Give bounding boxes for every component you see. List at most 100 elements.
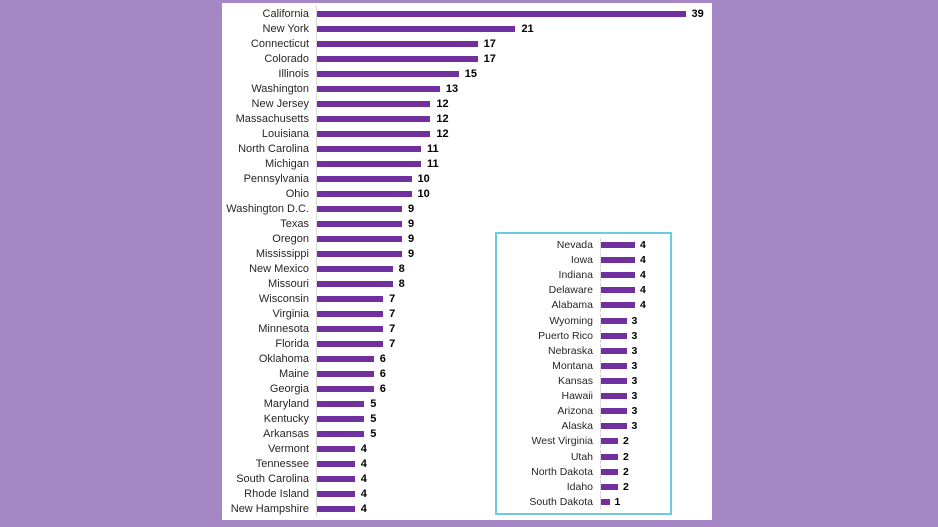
category-label: Alaska (561, 420, 593, 433)
bar-area: 7 (316, 306, 712, 322)
bar-row: Colorado 17 (222, 51, 712, 67)
bar-row: North Dakota 2 (497, 464, 670, 479)
bar-row: Idaho 2 (497, 479, 670, 494)
bar (317, 55, 478, 62)
bar (601, 483, 618, 490)
category-label: Virginia (272, 307, 310, 320)
chart-panel: California 39 New York 21 Connecticut 17 Color… (222, 3, 712, 520)
bar-area: 9 (316, 201, 712, 217)
bar (601, 362, 627, 369)
bar-row: Indiana 4 (497, 268, 670, 283)
bar-row: New Mexico 8 (222, 261, 712, 277)
bar (317, 340, 384, 347)
bar (317, 70, 459, 77)
bar-area: 5 (316, 426, 712, 442)
category-label: Louisiana (261, 127, 309, 140)
bar-area: 4 (316, 471, 712, 487)
bar (601, 438, 618, 445)
category-label: North Carolina (238, 142, 309, 155)
value-label: 4 (640, 299, 646, 312)
bar-row: Rhode Island 4 (222, 486, 712, 502)
bar-row: Maine 6 (222, 366, 712, 382)
bar-row: South Dakota 1 (497, 494, 670, 509)
bar-row: Pennsylvania 10 (222, 171, 712, 187)
bar (317, 385, 374, 392)
bar-area: 39 (316, 6, 712, 21)
category-label: California (262, 7, 309, 20)
bar-row: Washington D.C. 9 (222, 201, 712, 217)
bar-row: Ohio 10 (222, 186, 712, 202)
bar-area: 17 (316, 36, 712, 52)
value-label: 4 (640, 269, 646, 282)
bar-row: Nevada 4 (497, 238, 670, 252)
bar-area: 4 (316, 501, 712, 517)
bar-row: Florida 7 (222, 336, 712, 352)
bar (317, 400, 365, 407)
bar-row: Louisiana 12 (222, 126, 712, 142)
category-label: Michigan (264, 157, 309, 170)
bar (601, 468, 618, 475)
category-label: Colorado (264, 52, 309, 65)
bar-area: 2 (600, 434, 670, 449)
bar-area: 3 (600, 419, 670, 434)
bar-area: 2 (600, 464, 670, 479)
bar (317, 10, 686, 17)
value-label: 12 (436, 112, 449, 125)
bar (317, 40, 478, 47)
main-bar-chart: California 39 New York 21 Connecticut 17 Color… (222, 6, 712, 517)
bar-row: Puerto Rico 3 (497, 328, 670, 343)
bar-row: New York 21 (222, 21, 712, 37)
bar (317, 506, 355, 513)
bar-row: Iowa 4 (497, 253, 670, 268)
bar (317, 355, 374, 362)
value-label: 7 (389, 307, 396, 320)
bar-area: 10 (316, 186, 712, 202)
bar-area: 15 (316, 66, 712, 82)
bar (317, 25, 516, 32)
category-label: Oregon (272, 232, 309, 245)
bar (317, 310, 384, 317)
bar-row: North Carolina 11 (222, 141, 712, 157)
value-label: 17 (483, 37, 496, 50)
value-label: 12 (436, 127, 449, 140)
bar-area: 11 (316, 141, 712, 157)
bar-area: 7 (316, 321, 712, 337)
category-label: Idaho (566, 480, 593, 493)
value-label: 3 (631, 344, 638, 357)
value-label: 4 (360, 442, 367, 455)
bar-row: Missouri 8 (222, 276, 712, 292)
bar (317, 430, 365, 437)
value-label: 7 (389, 322, 396, 335)
bar (601, 453, 618, 460)
value-label: 7 (389, 292, 396, 305)
bar-area: 11 (316, 156, 712, 172)
bar-row: Kentucky 5 (222, 411, 712, 427)
value-label: 3 (631, 359, 638, 372)
bar (317, 235, 403, 242)
category-label: West Virginia (531, 435, 593, 448)
value-label: 3 (631, 329, 638, 342)
category-label: Oklahoma (258, 352, 309, 365)
bar-row: Nebraska 3 (497, 343, 670, 358)
bar (317, 445, 355, 452)
bar (601, 257, 635, 264)
bar-area: 2 (600, 449, 670, 464)
value-label: 4 (360, 503, 367, 516)
category-label: Utah (570, 450, 593, 463)
value-label: 4 (640, 254, 646, 267)
value-label: 3 (631, 314, 638, 327)
bar-row: Oklahoma 6 (222, 351, 712, 367)
bar-area: 4 (600, 238, 670, 252)
bar-area: 8 (316, 276, 712, 292)
bar-area: 6 (316, 351, 712, 367)
value-label: 11 (426, 157, 439, 170)
category-label: Maryland (263, 397, 309, 410)
bar (601, 332, 627, 339)
value-label: 17 (483, 52, 496, 65)
value-label: 5 (370, 397, 377, 410)
bar-row: Connecticut 17 (222, 36, 712, 52)
category-label: New York (262, 22, 309, 35)
bar-area: 9 (316, 216, 712, 232)
bar (317, 145, 421, 152)
bar (601, 423, 627, 430)
